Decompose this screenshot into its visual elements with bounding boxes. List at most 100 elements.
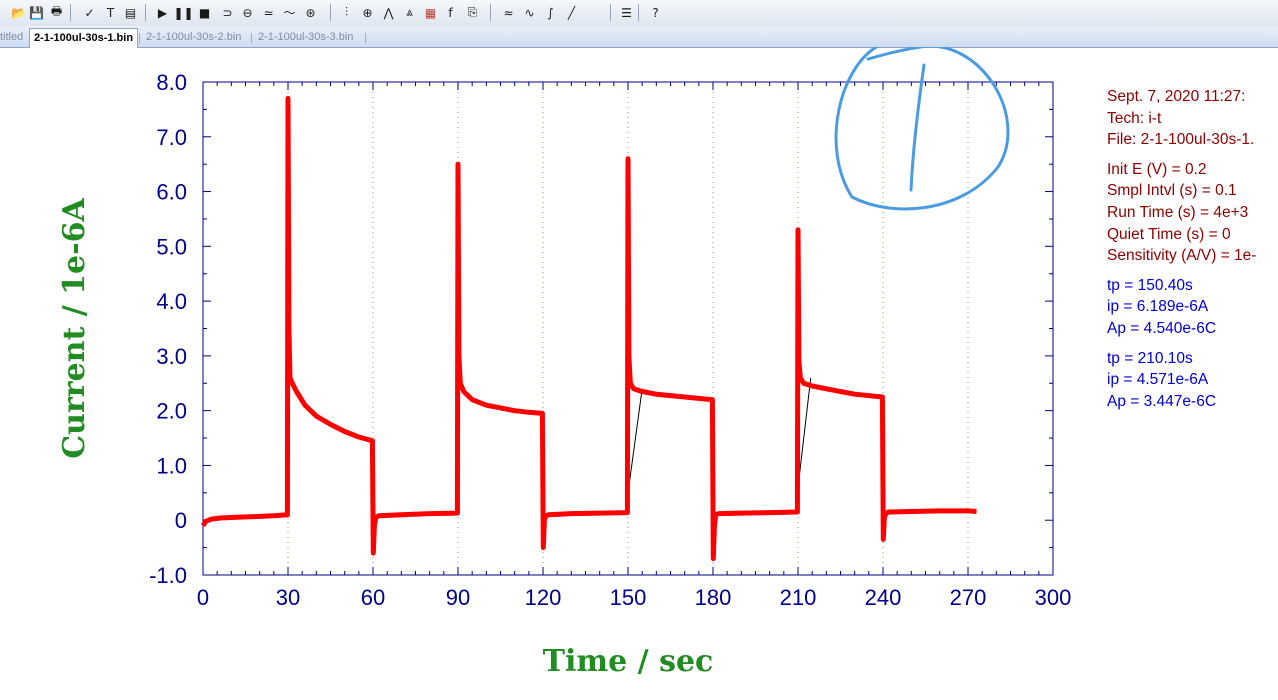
y-tick-label: -1.0 [149,563,187,588]
integrate-button[interactable]: ∫ [541,3,560,22]
baseline-icon: ≈ [503,5,514,20]
run-button[interactable]: ▶ [153,3,172,22]
filter-button[interactable]: ≃ [259,3,278,22]
current-trace [200,95,977,562]
info-param: Sensitivity (A/V) = 1e- [1107,247,1257,265]
open-button[interactable]: 📂 [9,3,28,22]
peak-baseline [627,388,643,493]
zero-icon: ⊛ [305,5,316,20]
reverse-button[interactable]: ⊃ [218,3,237,22]
x-tick-label: 0 [197,585,209,610]
info-param: Quiet Time (s) = 0 [1107,225,1231,243]
ir-comp-button[interactable]: ⊖ [238,3,257,22]
tab-divider: | [138,32,141,44]
zero-button[interactable]: ⊛ [301,3,320,22]
peak1-ip: ip = 6.189e-6A [1107,298,1209,316]
integrate-icon: ∫ [547,5,554,20]
smooth-icon: 〜 [283,6,296,20]
derivative-icon: ∿ [524,5,535,20]
graph-button[interactable]: ⫶ [337,3,356,22]
stop-button[interactable]: ■ [195,3,214,22]
color-button[interactable]: ▦ [421,3,440,22]
x-tick-label: 90 [446,585,470,610]
info-param: Run Time (s) = 4e+3 [1107,203,1249,221]
peak2-ap: Ap = 3.447e-6C [1107,392,1217,410]
help-icon: ? [652,5,659,20]
zoom-button[interactable]: ⊕ [358,3,377,22]
interpolate-button[interactable]: ╱ [562,3,581,22]
annotation-circle [834,47,1010,211]
y-tick-label: 8.0 [156,70,187,95]
filter-icon: ≃ [263,5,274,20]
baseline-button[interactable]: ≈ [499,3,518,22]
pause-button[interactable]: ❚❚ [173,3,193,22]
peak1-tp: tp = 150.40s [1107,276,1193,294]
peak-button[interactable]: ⋀ [379,3,398,22]
tab-file[interactable]: titled [0,31,24,43]
x-tick-label: 60 [361,585,385,610]
toolbar-separator [330,4,331,21]
peak-icon: ⋀ [383,5,394,20]
info-param: Init E (V) = 0.2 [1107,160,1207,178]
copy-icon: ⎘ [467,5,478,19]
smooth-button[interactable]: 〜 [280,3,299,22]
toolbar-separator [610,4,611,21]
print-button[interactable]: 🖶 [47,3,66,22]
info-param: Smpl Intvl (s) = 0.1 [1107,182,1237,200]
text-icon: T [106,5,115,20]
toolbar-separator [638,4,639,21]
ruler-button[interactable]: ✓ [80,3,99,22]
peak1-ap: Ap = 4.540e-6C [1107,319,1217,337]
help-button[interactable]: ? [646,3,665,22]
x-tick-label: 210 [780,585,817,610]
tab-file[interactable]: 2-1-100ul-30s-3.bin [258,31,354,43]
y-tick-label: 5.0 [156,234,187,259]
tab-file[interactable]: 2-1-100ul-30s-2.bin [146,31,242,43]
x-tick-label: 180 [695,585,732,610]
font-button[interactable]: f [441,3,460,22]
copy-button[interactable]: ⎘ [463,3,482,22]
y-tick-label: 2.0 [156,399,187,424]
special-plot-button[interactable]: ⩓ [400,3,419,22]
x-tick-label: 120 [525,585,562,610]
interpolate-icon: ╱ [567,5,576,20]
peak-baseline [797,377,812,488]
report-icon: ▤ [124,5,137,20]
text-button[interactable]: T [101,3,120,22]
tab-divider: | [250,32,253,44]
special-plot-icon: ⩓ [406,5,413,19]
x-tick-label: 270 [950,585,987,610]
derivative-button[interactable]: ∿ [520,3,539,22]
graph-icon: ⫶ [344,5,348,19]
y-tick-label: 1.0 [156,453,187,478]
y-tick-label: 7.0 [156,125,187,150]
tab-divider: | [364,32,367,44]
peak2-tp: tp = 210.10s [1107,349,1193,367]
font-icon: f [448,5,453,20]
handwritten-annotation [834,47,1010,211]
save-button[interactable]: 💾 [27,3,46,22]
tab-bar: titled 2-1-100ul-30s-1.bin 2-1-100ul-30s-2… [0,26,1278,48]
x-tick-labels: 0 30 60 90 120 150 180 210 240 270 300 [197,585,1071,610]
x-tick-label: 240 [865,585,902,610]
tab-file[interactable]: 2-1-100ul-30s-1.bin [29,28,139,48]
y-axis-label: Current / 1e-6A [57,198,92,459]
toolbar-separator [145,4,146,21]
save-icon: 💾 [29,5,44,20]
print-icon: 🖶 [50,4,63,18]
report-button[interactable]: ▤ [121,3,140,22]
peak-baselines [627,377,812,493]
info-tech: Tech: i-t [1107,109,1162,127]
x-axis-label: Time / sec [543,644,714,679]
x-tick-label: 300 [1035,585,1072,610]
x-tick-label: 150 [610,585,647,610]
parameters-button[interactable]: ☰ [617,3,636,22]
y-tick-label: 6.0 [156,180,187,205]
run-icon: ▶ [157,5,168,20]
info-date: Sept. 7, 2020 11:27: [1107,88,1246,105]
y-tick-label: 4.0 [156,289,187,314]
toolbar: 📂 💾 🖶 ✓ T ▤ ▶ ❚❚ ■ ⊃ ⊖ ≃ 〜 ⊛ ⫶ ⊕ ⋀ ⩓ ▦ f ⎘ ≈ ∿ ∫ ╱ ☰? [0,0,1278,27]
info-file: File: 2-1-100ul-30s-1. [1107,131,1255,149]
color-icon: ▦ [424,5,437,20]
zoom-icon: ⊕ [362,5,373,20]
